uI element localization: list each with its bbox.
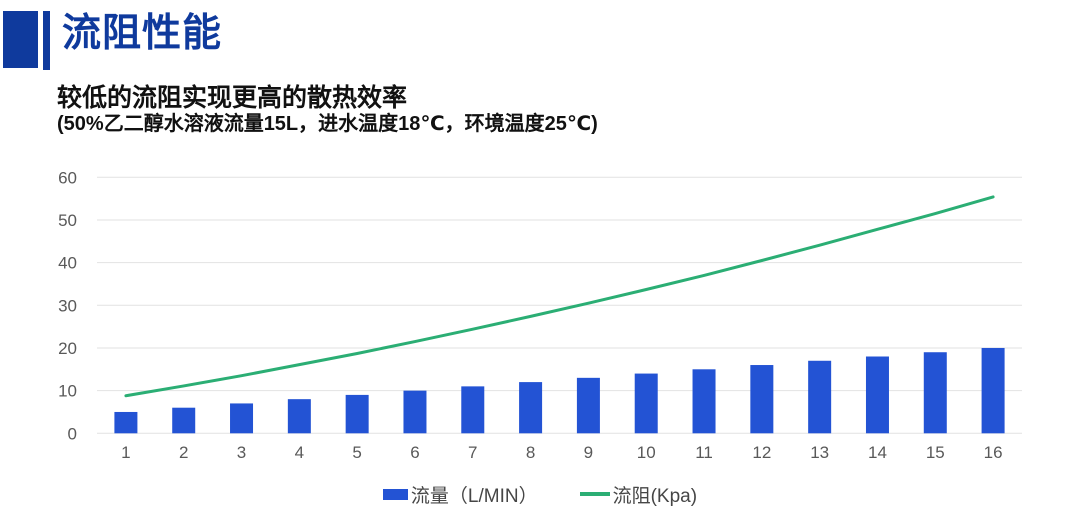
resistance-line-swatch-icon [579,492,610,496]
flow-bar [114,411,138,434]
flow-bar [172,407,196,434]
svg-text:5: 5 [352,443,361,462]
chart-test-conditions: (50%乙二醇水溶液流量15L，进水温度18℃，环境温度25℃) [57,113,598,135]
chart-legend: 流量（L/MIN） 流阻(Kpa) [0,481,1080,507]
header-accent-bar [43,11,50,70]
svg-text:14: 14 [868,443,887,462]
flow-bars-group [114,347,1005,434]
svg-text:10: 10 [637,443,656,462]
svg-text:0: 0 [68,424,77,443]
flow-bar [634,373,658,434]
flow-bar [461,386,485,434]
svg-text:30: 30 [58,296,77,315]
svg-text:6: 6 [410,443,419,462]
flow-bar [923,352,947,434]
flow-bar [287,399,311,434]
svg-text:13: 13 [810,443,829,462]
x-axis-labels: 1 2 3 4 5 6 7 8 9 10 11 12 13 14 15 16 [121,443,1002,462]
flow-bar [750,365,774,434]
legend-item-flow: 流量（L/MIN） [382,481,538,508]
svg-text:16: 16 [984,443,1003,462]
svg-text:15: 15 [926,443,945,462]
svg-text:8: 8 [526,443,535,462]
flow-bar [403,390,427,434]
flow-bar [981,347,1005,434]
svg-text:50: 50 [58,211,77,230]
legend-label-flow: 流量（L/MIN） [410,485,538,507]
svg-text:20: 20 [58,339,77,358]
svg-text:9: 9 [584,443,593,462]
header-accent-square [3,11,38,68]
y-axis-labels: 0 10 20 30 40 50 60 [58,168,77,443]
svg-text:40: 40 [58,254,77,273]
flow-bar [865,356,889,434]
flow-bar [519,382,543,434]
svg-text:1: 1 [121,443,130,462]
legend-item-resistance: 流阻(Kpa) [579,481,698,508]
page-title: 流阻性能 [62,12,223,55]
flow-bar [808,360,832,434]
svg-text:10: 10 [58,382,77,401]
svg-text:7: 7 [468,443,477,462]
svg-text:4: 4 [295,443,304,462]
flow-bar [692,369,716,434]
svg-text:60: 60 [58,168,77,187]
flow-bar [345,394,369,434]
chart-subtitle: 较低的流阻实现更高的散热效率 [57,84,408,112]
flow-bar-swatch-icon [382,488,408,500]
legend-label-resistance: 流阻(Kpa) [612,485,698,507]
svg-text:2: 2 [179,443,188,462]
flow-bar [230,403,254,434]
svg-text:12: 12 [752,443,771,462]
svg-text:11: 11 [695,443,713,462]
resistance-line [124,195,995,398]
flow-bar [576,377,600,434]
svg-text:3: 3 [237,443,246,462]
